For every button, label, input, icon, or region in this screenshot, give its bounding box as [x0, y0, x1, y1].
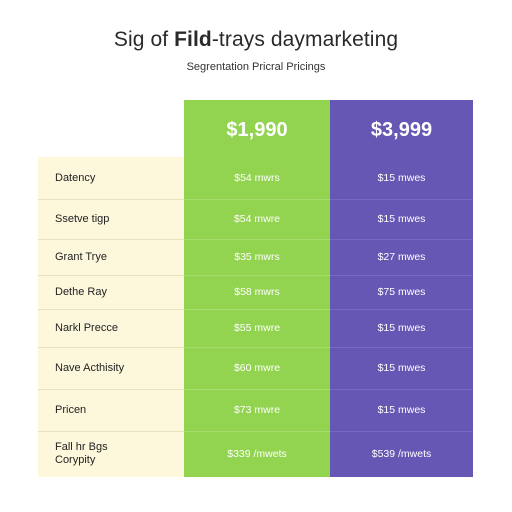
row-divider [38, 199, 184, 200]
plan-cell-value: $35 mwrs [234, 251, 280, 263]
plan-cell: $15 mwes [330, 157, 473, 199]
title-prefix: Sig of [113, 28, 175, 51]
feature-label-column: Datency Ssetve tigp Grant Trye Dethe Ray… [38, 157, 184, 477]
plan-cell-value: $339 /mwets [227, 448, 287, 460]
plan-column-purple: $3,999 $15 mwes $15 mwes $27 mwes $75 mw… [330, 100, 473, 477]
row-divider [184, 239, 330, 240]
row-divider [38, 347, 184, 348]
plan-cell: $27 mwes [330, 239, 473, 275]
row-divider [184, 347, 330, 348]
plan-cell: $54 mwre [184, 199, 330, 239]
plan-cell-value: $27 mwes [377, 251, 426, 263]
feature-row: Datency [38, 157, 184, 199]
plan-column-green: $1,990 $54 mwrs $54 mwre $35 mwrs $58 mw… [184, 100, 330, 477]
row-divider [184, 389, 330, 390]
page-subtitle: Segrentation Pricral Pricings [186, 61, 326, 73]
plan-cell: $15 mwes [330, 309, 473, 347]
plan-cell: $15 mwes [330, 347, 473, 389]
plan-cell: $58 mwrs [184, 275, 330, 309]
plan-cell: $35 mwrs [184, 239, 330, 275]
row-divider [38, 431, 184, 432]
feature-row: Ssetve tigp [38, 199, 184, 239]
plan-cell: $75 mwes [330, 275, 473, 309]
feature-label: Pricen [55, 403, 87, 416]
plan-cell-value: $15 mwes [377, 362, 426, 374]
row-divider [330, 239, 473, 240]
row-divider [38, 239, 184, 240]
plan-cell: $339 /mwets [184, 431, 330, 477]
row-divider [330, 389, 473, 390]
plan-cell-value: $55 mwre [233, 322, 281, 334]
feature-row: Pricen [38, 389, 184, 431]
row-divider [184, 431, 330, 432]
plan-cell: $73 mwre [184, 389, 330, 431]
plan-cell-value: $15 mwes [377, 322, 426, 334]
feature-row: Narkl Precce [38, 309, 184, 347]
plan-cell: $539 /mwets [330, 431, 473, 477]
feature-row: Nave Acthisity [38, 347, 184, 389]
plan-cell-value: $54 mwre [233, 213, 281, 225]
feature-row: Fall hr Bgs Corypity [38, 431, 184, 477]
feature-label: Datency [55, 171, 96, 184]
row-divider [38, 309, 184, 310]
row-divider [184, 275, 330, 276]
feature-label: Narkl Precce [55, 321, 118, 334]
feature-label: Ssetve tigp [55, 212, 110, 225]
feature-label: Dethe Ray [55, 285, 107, 298]
plan-cell-value: $73 mwre [233, 404, 281, 416]
feature-row: Dethe Ray [38, 275, 184, 309]
row-divider [38, 389, 184, 390]
plan-cell-value: $54 mwrs [234, 172, 280, 184]
plan-cell-value: $15 mwes [377, 404, 426, 416]
row-divider [184, 309, 330, 310]
plan-cell-value: $15 mwes [377, 213, 426, 225]
plan-cell: $60 mwre [184, 347, 330, 389]
title-suffix: -trays daymarketing [211, 28, 399, 51]
plan-cell: $15 mwes [330, 389, 473, 431]
feature-label: Fall hr Bgs Corypity [55, 441, 108, 466]
plan-cell: $54 mwrs [184, 157, 330, 199]
row-divider [330, 199, 473, 200]
title-bold: Fild [174, 28, 212, 51]
feature-row: Grant Trye [38, 239, 184, 275]
row-divider [330, 431, 473, 432]
plan-cell-value: $539 /mwets [371, 448, 432, 460]
row-divider [330, 275, 473, 276]
plan-cell-value: $60 mwre [233, 362, 281, 374]
plan-cell-value: $75 mwes [377, 286, 426, 298]
plan-cell-value: $15 mwes [377, 172, 426, 184]
row-divider [38, 275, 184, 276]
page-title: Sig of Fild-trays daymarketing [0, 28, 512, 52]
row-divider [330, 309, 473, 310]
row-divider [184, 199, 330, 200]
plan-cell: $55 mwre [184, 309, 330, 347]
plan-cell: $15 mwes [330, 199, 473, 239]
plan-price: $1,990 [226, 118, 288, 141]
plan-cell-value: $58 mwrs [234, 286, 280, 298]
feature-label: Nave Acthisity [55, 361, 125, 374]
feature-label: Grant Trye [55, 250, 107, 263]
plan-price: $3,999 [370, 118, 433, 141]
row-divider [330, 347, 473, 348]
